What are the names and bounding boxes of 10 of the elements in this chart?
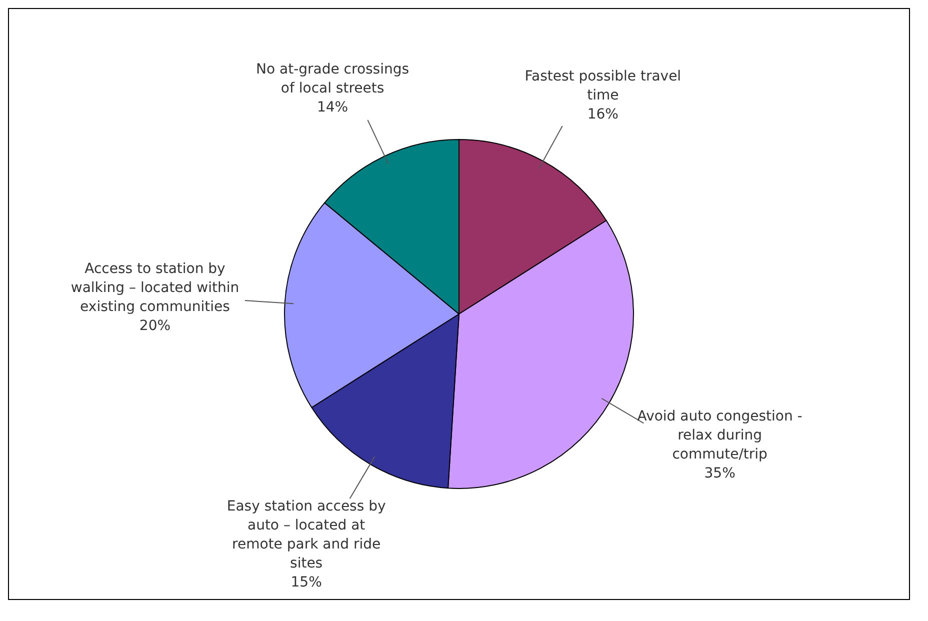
slice-label: Easy station access by auto – located at remote park and ride sites (226, 498, 386, 572)
data-label: 16% (587, 106, 618, 122)
slice-label: Fastest possible travel time (524, 68, 682, 104)
slice-label: No at-grade crossings of local streets (256, 61, 410, 96)
data-label: 15% (290, 574, 322, 590)
data-label: 14% (316, 99, 348, 116)
slice-label: Access to station by walking – located within existing communities (70, 260, 240, 315)
slice-label: Avoid auto congestion - relax during commute/trip (637, 408, 802, 463)
data-label: 35% (704, 466, 736, 482)
data-label: 20% (139, 318, 171, 334)
